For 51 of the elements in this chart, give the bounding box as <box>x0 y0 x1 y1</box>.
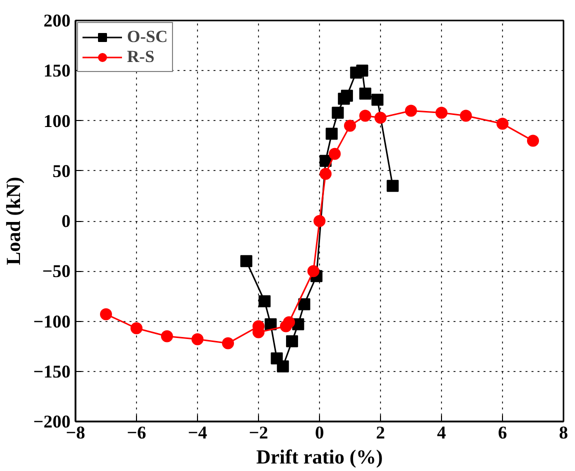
point <box>222 337 234 350</box>
x-tick-label: 2 <box>376 422 385 442</box>
y-tick-label: 100 <box>44 110 70 131</box>
point <box>130 322 142 334</box>
point <box>276 360 289 372</box>
point <box>320 168 332 180</box>
point <box>307 265 320 278</box>
point <box>359 88 372 100</box>
point <box>286 335 298 348</box>
y-axis-title: Load (kN) <box>3 176 26 266</box>
legend-label: R-S <box>127 47 154 67</box>
point <box>332 106 344 119</box>
point <box>371 94 384 106</box>
point <box>344 120 356 132</box>
point <box>527 134 539 147</box>
x-tick-label: 6 <box>498 422 507 442</box>
y-tick-label: −150 <box>33 361 71 382</box>
y-tick-label: −100 <box>33 311 71 332</box>
point <box>283 316 295 328</box>
point <box>161 330 173 342</box>
y-tick-label: 150 <box>44 60 70 81</box>
point <box>192 333 204 346</box>
point <box>436 106 448 119</box>
y-tick-label: 200 <box>44 10 70 30</box>
legend-label: O-SC <box>127 27 168 47</box>
x-tick-label: −2 <box>248 422 268 442</box>
point <box>496 118 508 130</box>
x-tick-label: 0 <box>315 422 324 442</box>
point <box>326 128 338 140</box>
point <box>258 295 271 308</box>
point <box>460 110 472 122</box>
point <box>359 110 372 122</box>
x-axis-title: Drift ratio (%) <box>256 446 383 468</box>
y-tick-label: −50 <box>42 261 71 282</box>
point <box>405 104 417 117</box>
point <box>328 148 341 160</box>
point <box>264 318 277 330</box>
point <box>374 112 386 124</box>
point <box>356 64 368 77</box>
y-tick-label: 0 <box>62 211 70 231</box>
point <box>298 298 310 310</box>
x-tick-label: −6 <box>126 422 146 442</box>
point <box>314 215 326 227</box>
point <box>386 180 399 192</box>
point <box>340 90 353 102</box>
point <box>100 308 112 320</box>
x-tick-label: 8 <box>559 422 568 442</box>
x-tick-label: 4 <box>437 422 446 442</box>
point <box>240 255 252 268</box>
x-tick-label: −4 <box>188 422 208 442</box>
y-tick-label: 50 <box>52 160 70 181</box>
